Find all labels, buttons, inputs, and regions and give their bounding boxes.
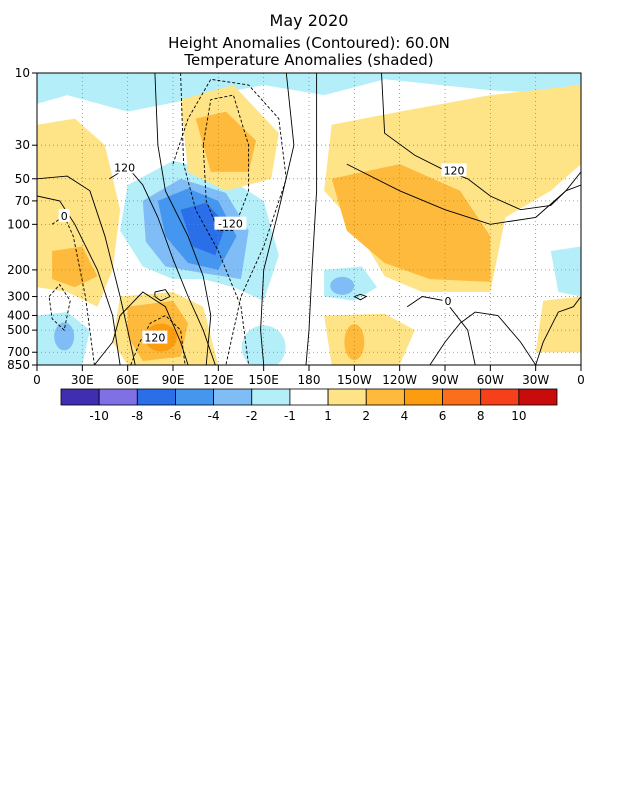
colorbar-label: 10 [511, 409, 526, 423]
contour-line [37, 175, 136, 365]
contour-label: 0 [445, 295, 452, 308]
shade-cold-asia-core [180, 202, 226, 256]
colorbar-label: -2 [246, 409, 258, 423]
contour-line [172, 78, 287, 365]
shade-warm-west-core [52, 246, 98, 288]
colorbar-swatch [98, 388, 138, 406]
x-tick-label: 150W [337, 373, 372, 387]
grid-lines [37, 73, 581, 365]
shade-cold-far-east [550, 246, 581, 297]
contour-label-bg [214, 216, 247, 230]
contour-label: 120 [144, 332, 165, 345]
colorbar-swatch [289, 388, 329, 406]
x-tick-label: 0 [33, 373, 41, 387]
chart-title: May 2020 [269, 11, 349, 30]
colorbar-swatch [442, 388, 482, 406]
colorbar-swatch [175, 388, 215, 406]
colorbar-label: 4 [401, 409, 409, 423]
colorbar-label: -1 [284, 409, 296, 423]
contour-line [260, 73, 295, 365]
shade-warm-east-core [331, 164, 491, 282]
y-tick-label: 10 [15, 66, 30, 80]
x-tick-label: 90E [162, 373, 185, 387]
contour-label-bg [58, 208, 70, 222]
contour-line [202, 94, 250, 232]
contour-label: -120 [218, 218, 243, 231]
contour-line [180, 73, 250, 365]
y-tick-label: 70 [15, 194, 30, 208]
contour-labels: 120 0 -120 120 120 0 [58, 160, 467, 345]
y-tick-label: 400 [7, 308, 30, 322]
x-tick-label: 120W [382, 373, 417, 387]
colorbar-label: 6 [439, 409, 447, 423]
colorbar-label: 1 [324, 409, 332, 423]
contour-label-bg [442, 294, 454, 308]
x-tick-label: 60W [477, 373, 504, 387]
chart-subtitle-2: Temperature Anomalies (shaded) [184, 51, 434, 69]
y-tick-label: 30 [15, 138, 30, 152]
colorbar-label: -10 [89, 409, 109, 423]
y-tick-label: 300 [7, 290, 30, 304]
y-tick-label: 50 [15, 172, 30, 186]
contour-line [37, 195, 121, 365]
x-tick-label: 30E [71, 373, 94, 387]
colorbar-label: 8 [477, 409, 485, 423]
contour-line [154, 73, 212, 365]
contour-line [346, 163, 581, 225]
colorbar: -10 -8 -6 -4 -2 -1 1 2 4 6 8 10 [60, 388, 558, 423]
x-tick-label: 90W [431, 373, 458, 387]
x-tick-label: 120E [203, 373, 234, 387]
contour-line [381, 73, 581, 211]
x-tick-label: 0 [577, 373, 585, 387]
contour-line [94, 291, 189, 365]
shade-warm-far-east [535, 296, 581, 353]
colorbar-label: 2 [362, 409, 370, 423]
chart-subtitle: Height Anomalies (Contoured): 60.0N [168, 34, 450, 52]
contour-label-bg [441, 163, 467, 177]
y-tick-label: 100 [7, 217, 30, 231]
x-tick-label: 30W [522, 373, 549, 387]
contour-line [305, 73, 318, 365]
colorbar-swatch [365, 388, 405, 406]
shade-cold-low-west-core [54, 322, 75, 351]
colorbar-label: -4 [208, 409, 220, 423]
colorbar-swatch [480, 388, 520, 406]
contour-line [51, 215, 95, 365]
plot-area: 120 0 -120 120 120 0 [36, 72, 582, 366]
shade-warm-low-east-core [344, 324, 365, 361]
contour-line [154, 289, 171, 302]
colorbar-swatch [213, 388, 253, 406]
contour-label-bg [142, 330, 168, 344]
contour-label: 0 [61, 210, 68, 223]
colorbar-swatch [327, 388, 367, 406]
colorbar-swatch [518, 388, 558, 406]
colorbar-swatch [136, 388, 176, 406]
contour-line [535, 296, 581, 365]
shade-warm-upper-pac-2 [195, 111, 257, 172]
x-tick-label: 60E [116, 373, 139, 387]
contour-label: 120 [444, 164, 465, 177]
y-tick-label: 700 [7, 345, 30, 359]
colorbar-swatch [403, 388, 443, 406]
contour-label: 120 [114, 161, 135, 174]
contour-line [48, 283, 71, 331]
contour-line [130, 314, 186, 365]
colorbar-swatch [60, 388, 100, 406]
x-tick-label: 180 [298, 373, 321, 387]
height-contours [37, 73, 581, 365]
colorbar-label: -8 [131, 409, 143, 423]
colorbar-swatch [251, 388, 291, 406]
x-tick-label: 150E [248, 373, 279, 387]
y-tick-label: 200 [7, 263, 30, 277]
x-axis: 0 30E 60E 90E 120E 150E 180 150W 120W 90W 60W 30W 0 [33, 365, 585, 387]
contour-line [354, 293, 368, 301]
shade-cold-mid-east-core [330, 276, 355, 295]
colorbar-label: -6 [169, 409, 181, 423]
y-tick-label: 850 [7, 358, 30, 372]
contour-label-bg [112, 160, 138, 174]
contour-line [429, 311, 537, 365]
y-tick-label: 500 [7, 323, 30, 337]
